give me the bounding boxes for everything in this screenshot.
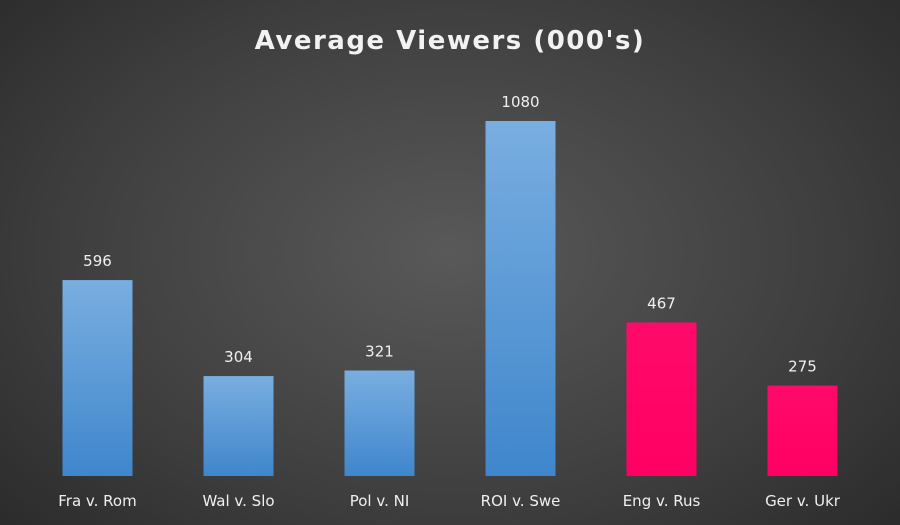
x-tick-label-3: ROI v. Swe [481,492,561,510]
data-label-2: 321 [365,343,394,361]
data-label-5: 275 [788,358,817,376]
data-label-0: 596 [83,252,112,270]
bar-4 [626,322,697,476]
data-label-3: 1080 [501,93,539,111]
bars-layer: 596 Fra v. Rom 304 Wal v. Slo 321 Pol v. NI 10… [58,93,840,510]
bar-3 [485,121,556,476]
x-tick-label-4: Eng v. Rus [623,492,701,510]
bar-2 [344,370,415,476]
bar-1 [203,376,274,476]
data-label-1: 304 [224,348,253,366]
chart-title: Average Viewers (000's) [254,26,646,56]
x-tick-label-2: Pol v. NI [350,492,410,510]
x-tick-label-0: Fra v. Rom [58,492,136,510]
x-tick-label-5: Ger v. Ukr [765,492,841,510]
bar-0 [62,280,133,476]
x-tick-label-1: Wal v. Slo [202,492,274,510]
data-label-4: 467 [647,295,676,313]
bar-5 [767,385,838,476]
